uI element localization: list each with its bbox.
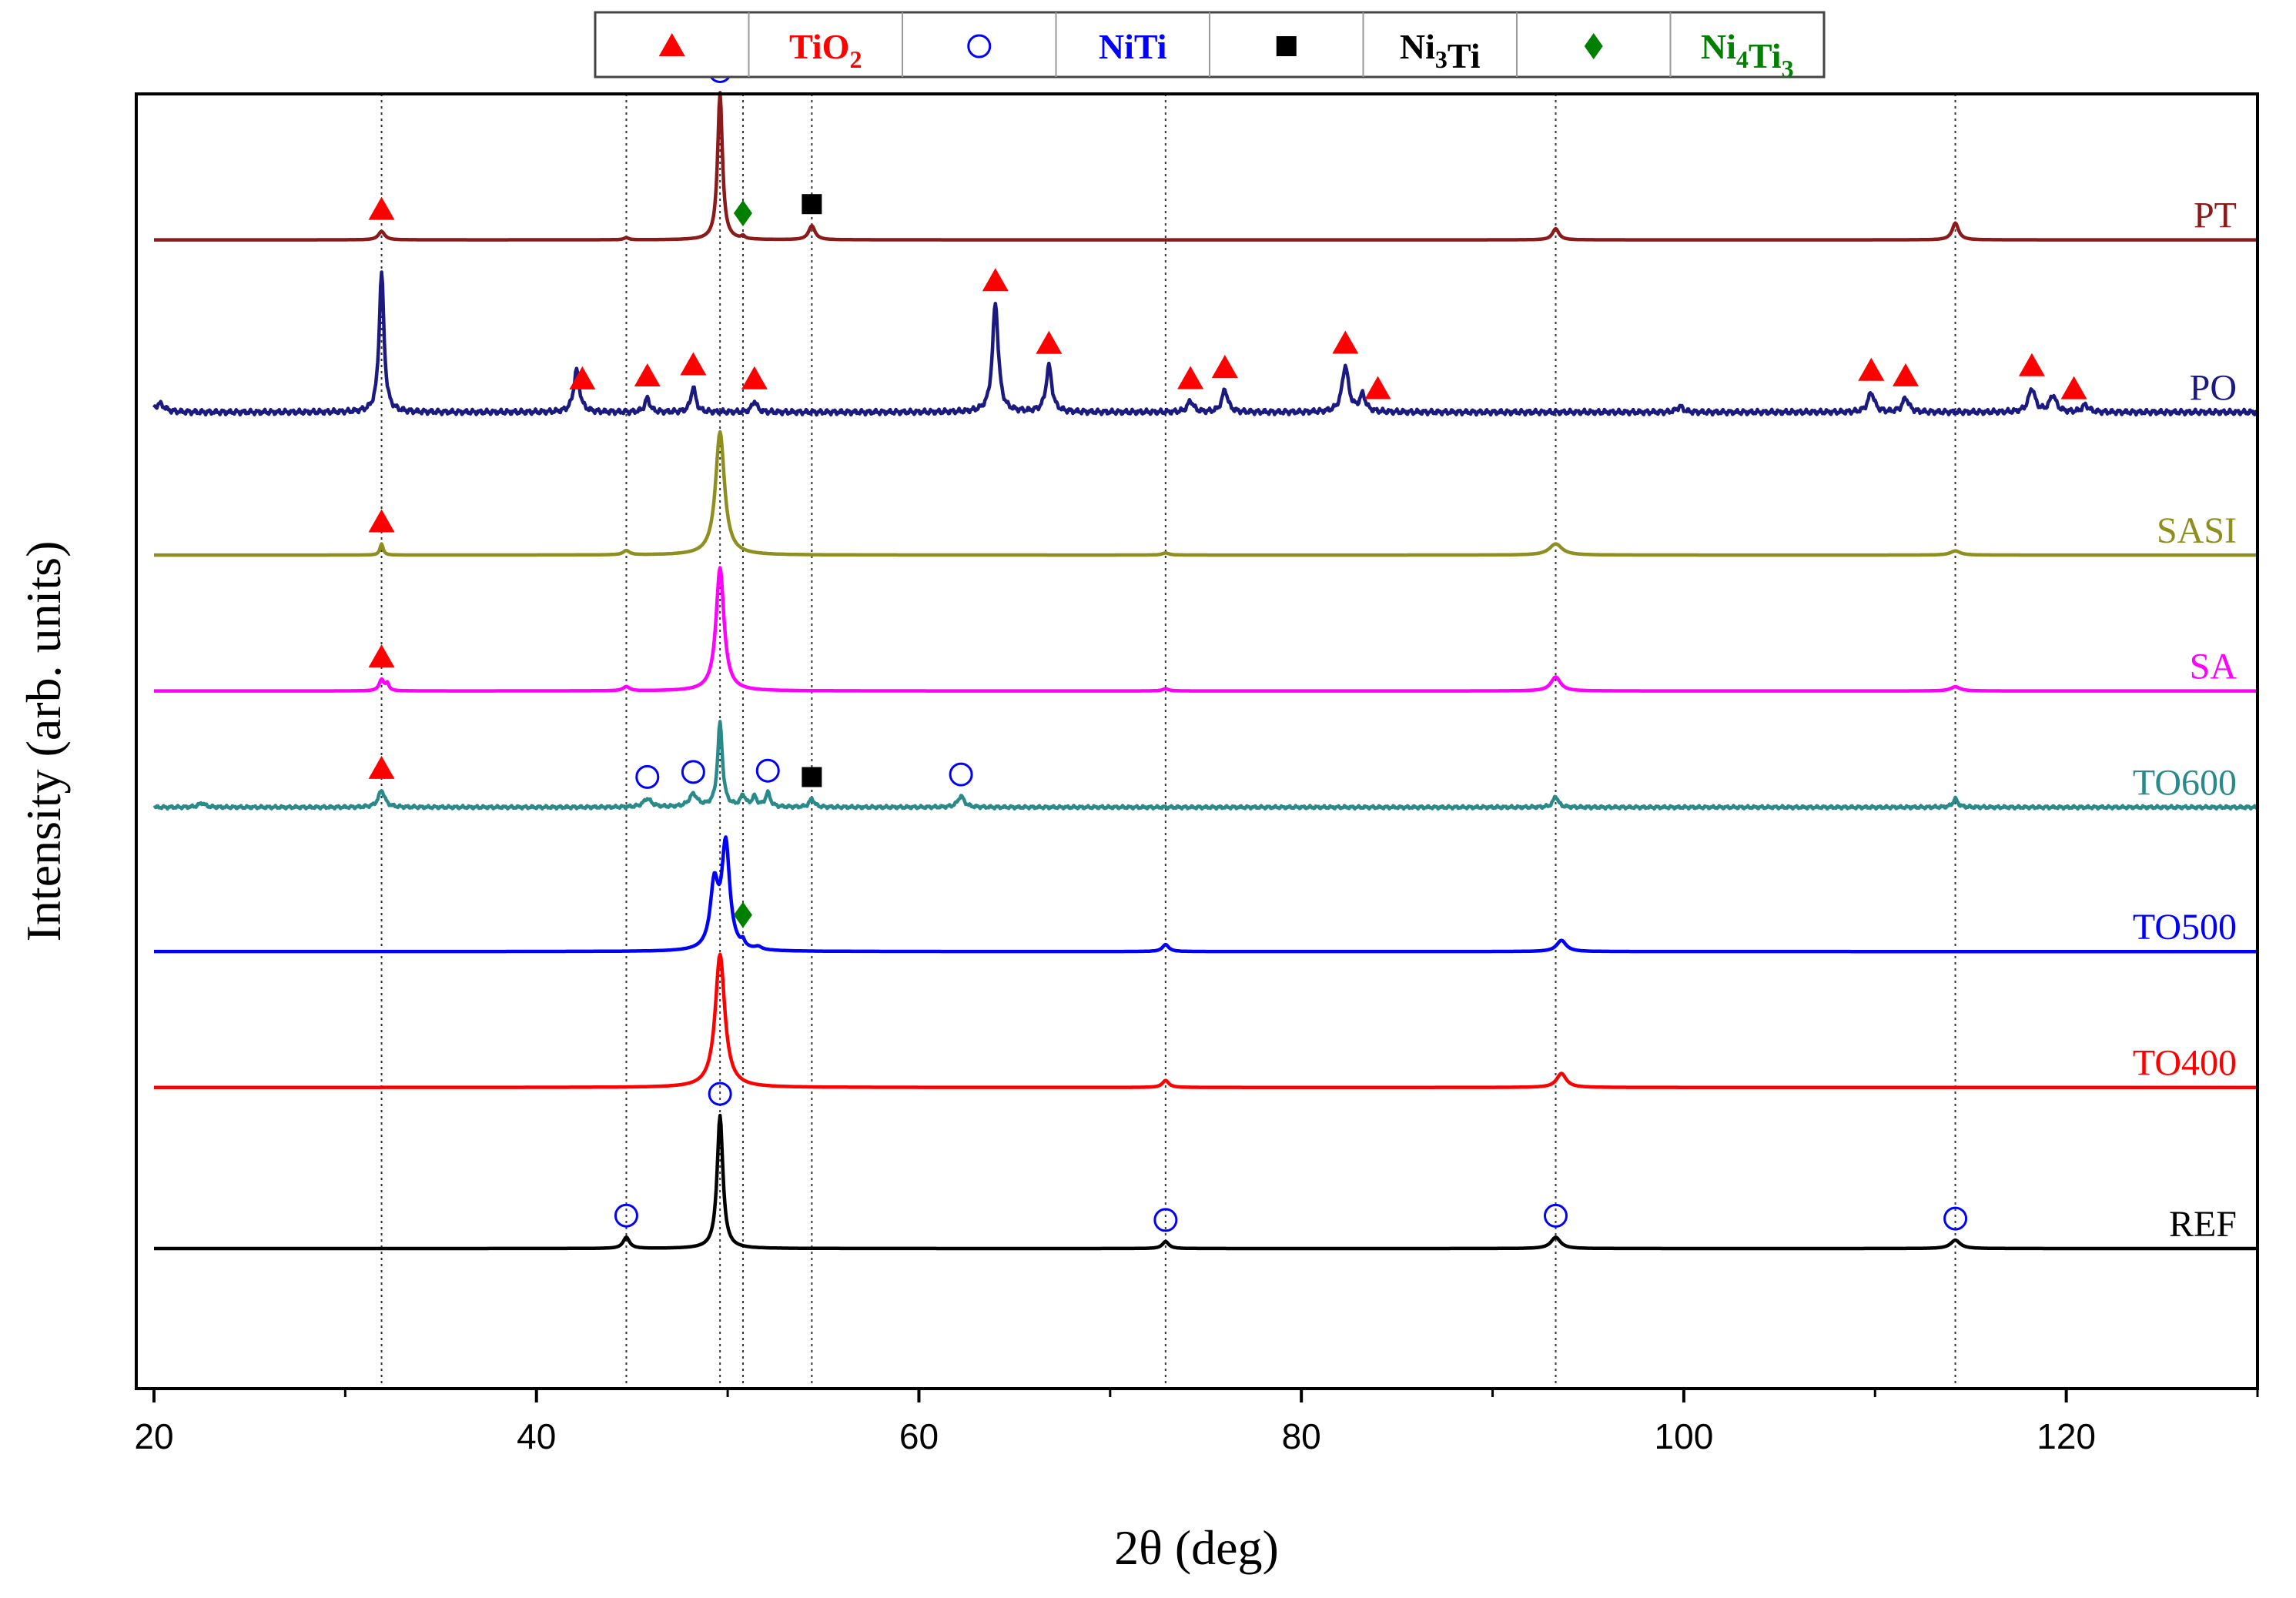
marker-triangle-po bbox=[1364, 376, 1391, 400]
marker-triangle-sa bbox=[368, 644, 395, 668]
legend-triangle-icon bbox=[658, 33, 685, 56]
marker-triangle-po bbox=[1211, 355, 1238, 379]
marker-triangle-po bbox=[1893, 363, 1919, 386]
legend-label-tio2: TiO2 bbox=[789, 27, 862, 73]
marker-circle-ref bbox=[708, 1081, 732, 1106]
marker-triangle-po bbox=[2060, 376, 2087, 400]
marker-triangle-po bbox=[2018, 353, 2045, 376]
marker-triangle-po bbox=[1036, 330, 1063, 354]
series-line-sa bbox=[152, 566, 2259, 693]
y-axis-title: Intensity (arb. units) bbox=[16, 541, 71, 942]
x-tick-label: 100 bbox=[1655, 1416, 1714, 1456]
marker-square-pt bbox=[802, 194, 822, 215]
legend-square-icon bbox=[1276, 36, 1297, 56]
series-line-to600 bbox=[152, 720, 2259, 811]
x-tick-label: 80 bbox=[1282, 1416, 1321, 1456]
series-label-sasi: SASI bbox=[2157, 510, 2237, 551]
marker-circle-to600 bbox=[755, 758, 780, 783]
marker-triangle-po bbox=[680, 352, 707, 376]
x-tick-label: 20 bbox=[134, 1416, 173, 1456]
series-line-ref bbox=[152, 1113, 2259, 1251]
series-label-to600: TO600 bbox=[2133, 763, 2237, 804]
series-label-to500: TO500 bbox=[2133, 907, 2237, 948]
marker-circle-to600 bbox=[681, 760, 705, 784]
marker-circle-to600 bbox=[949, 762, 973, 787]
marker-circle-ref bbox=[1544, 1203, 1568, 1228]
series-label-ref: REF bbox=[2169, 1204, 2237, 1245]
series-line-to400 bbox=[152, 952, 2259, 1089]
legend-label-ni3ti: Ni3Ti bbox=[1400, 27, 1481, 75]
series-labels: PT PO SASI SA TO600 TO500 TO400 REF bbox=[2133, 196, 2237, 1245]
marker-triangle-po bbox=[982, 268, 1009, 292]
x-axis: 20 40 60 80 100 120 bbox=[134, 1389, 2259, 1456]
series-line-sasi bbox=[152, 430, 2259, 557]
marker-triangle-po bbox=[1332, 330, 1359, 354]
marker-triangle-po bbox=[569, 366, 596, 389]
series-line-pt bbox=[152, 91, 2259, 242]
marker-triangle-po bbox=[741, 366, 768, 389]
marker-triangle-po bbox=[1177, 366, 1204, 389]
x-tick-label: 120 bbox=[2037, 1416, 2096, 1456]
marker-triangle-to600 bbox=[368, 755, 395, 779]
marker-circle-ref bbox=[1153, 1208, 1178, 1232]
marker-triangle-po bbox=[1858, 357, 1885, 381]
legend-diamond-icon bbox=[1584, 33, 1603, 59]
marker-triangle-po bbox=[634, 363, 661, 386]
plot-frame bbox=[135, 92, 2259, 1390]
marker-circle-to600 bbox=[635, 764, 660, 789]
marker-square-to600 bbox=[802, 767, 822, 787]
series-label-to400: TO400 bbox=[2133, 1043, 2237, 1084]
series-line-po bbox=[152, 270, 2259, 417]
x-tick-label: 40 bbox=[517, 1416, 556, 1456]
marker-triangle-pt bbox=[368, 196, 395, 220]
series-line-to500 bbox=[152, 835, 2259, 954]
marker-circle-ref bbox=[614, 1203, 638, 1228]
legend-label-ni4ti3: Ni4Ti3 bbox=[1701, 27, 1794, 82]
marker-diamond-to500 bbox=[733, 901, 752, 928]
marker-diamond-pt bbox=[733, 199, 752, 226]
marker-triangle-sasi bbox=[368, 509, 395, 533]
legend: TiO2 NiTi Ni3Ti Ni4Ti3 bbox=[594, 11, 1826, 82]
legend-label-niti: NiTi bbox=[1099, 27, 1167, 66]
series-layer bbox=[152, 91, 2259, 1251]
series-label-sa: SA bbox=[2190, 647, 2237, 687]
series-label-po: PO bbox=[2190, 367, 2237, 408]
legend-circle-icon bbox=[967, 34, 992, 59]
x-axis-title: 2θ (deg) bbox=[1114, 1520, 1279, 1575]
marker-circle-ref bbox=[1943, 1206, 1968, 1231]
x-tick-label: 60 bbox=[899, 1416, 939, 1456]
phase-markers bbox=[368, 59, 2087, 1232]
series-label-pt: PT bbox=[2194, 196, 2237, 236]
